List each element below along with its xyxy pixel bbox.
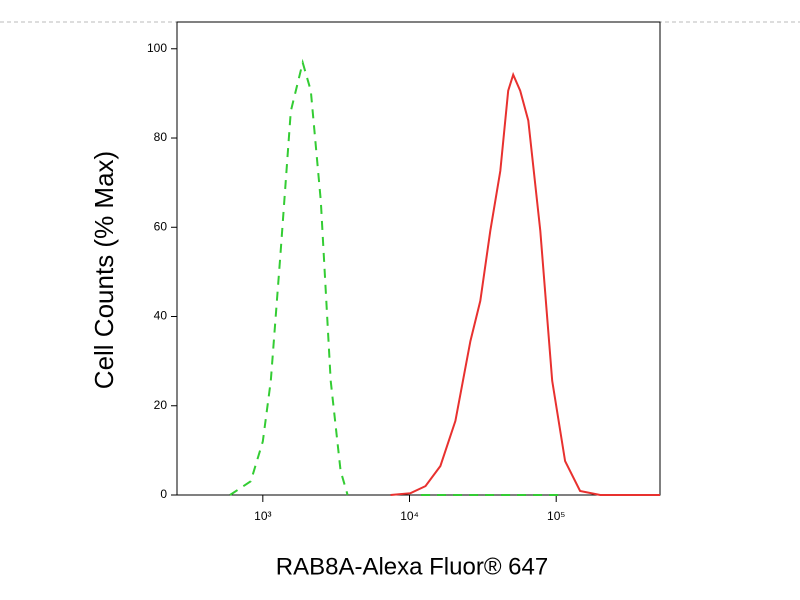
y-tick-label: 40	[154, 309, 168, 323]
x-axis-label: RAB8A-Alexa Fluor® 647	[276, 553, 548, 580]
x-tick-label: 10⁴	[400, 509, 419, 523]
y-tick-label: 60	[154, 219, 168, 233]
y-tick-label: 80	[154, 130, 168, 144]
x-tick-label: 10⁵	[547, 509, 565, 523]
histogram-line	[229, 58, 563, 496]
y-tick-label: 100	[147, 41, 167, 55]
plot-frame	[176, 21, 661, 496]
y-axis-label: Cell Counts (% Max)	[89, 151, 119, 389]
histogram-line	[390, 71, 660, 496]
y-tick-label: 20	[154, 398, 168, 412]
y-tick-label: 0	[160, 487, 167, 501]
x-tick-label: 10³	[254, 509, 271, 523]
